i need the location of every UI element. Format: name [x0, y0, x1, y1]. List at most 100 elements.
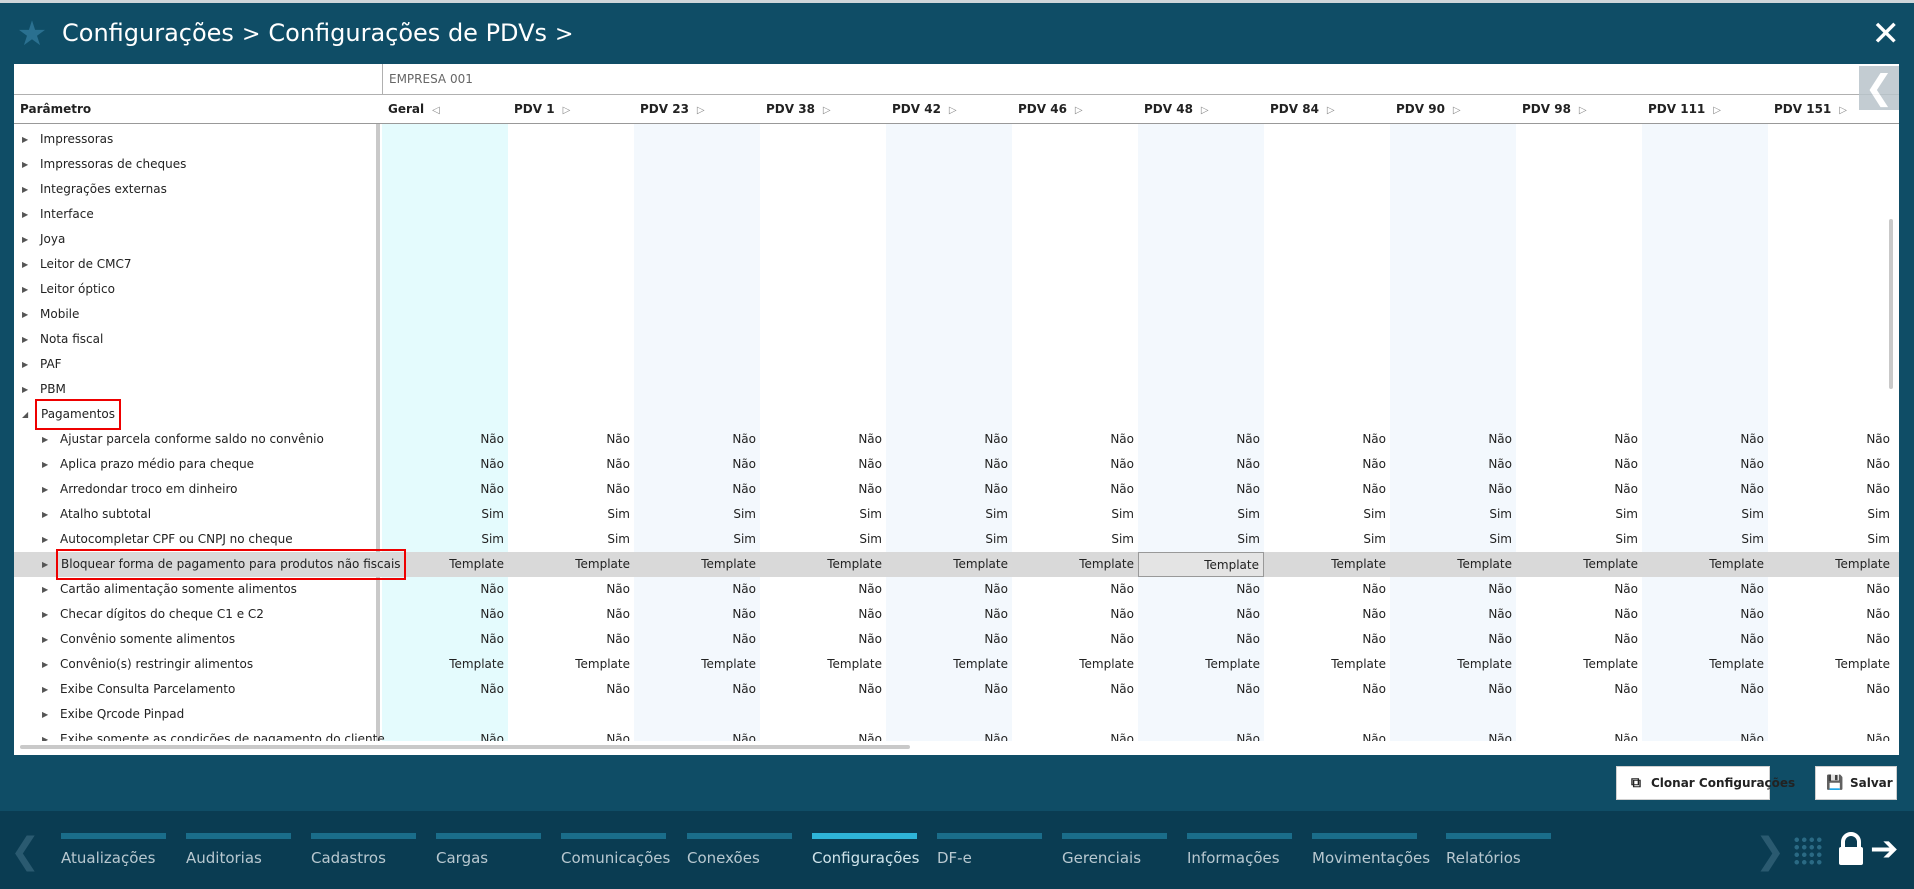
tree-group-row[interactable]: ▶ Interface: [14, 202, 1899, 227]
param-value-cell[interactable]: Não: [1236, 457, 1260, 471]
param-value-cell[interactable]: Não: [858, 732, 882, 741]
param-value-cell[interactable]: Template: [827, 657, 882, 671]
tree-group-row[interactable]: ◢ Pagamentos: [14, 399, 1899, 430]
param-value-cell[interactable]: Não: [984, 607, 1008, 621]
param-value-cell[interactable]: Não: [1866, 432, 1890, 446]
param-value-cell[interactable]: Sim: [1363, 507, 1386, 521]
param-value-cell[interactable]: Não: [1740, 682, 1764, 696]
param-row[interactable]: ▶ Arredondar troco em dinheiro Não Não Não Nã…: [14, 477, 1899, 502]
triangle-right-icon[interactable]: ▷: [1452, 105, 1461, 116]
param-value-cell[interactable]: Sim: [1615, 532, 1638, 546]
param-row[interactable]: ▶ Ajustar parcela conforme saldo no convê…: [14, 427, 1899, 452]
param-value-cell[interactable]: Não: [480, 732, 504, 741]
triangle-right-icon[interactable]: ▶: [42, 710, 49, 719]
param-value-cell[interactable]: Não: [1740, 632, 1764, 646]
param-value-cell[interactable]: Não: [858, 632, 882, 646]
param-value-cell[interactable]: Não: [1362, 432, 1386, 446]
triangle-right-icon[interactable]: ▶: [42, 660, 49, 669]
param-value-cell[interactable]: Não: [984, 732, 1008, 741]
param-value-cell[interactable]: Não: [1740, 732, 1764, 741]
triangle-right-icon[interactable]: ▶: [42, 510, 49, 519]
triangle-down-icon[interactable]: ◢: [22, 410, 29, 419]
param-value-cell[interactable]: Sim: [481, 507, 504, 521]
param-value-cell[interactable]: Não: [480, 582, 504, 596]
triangle-right-icon[interactable]: ▶: [22, 185, 29, 194]
param-value-cell[interactable]: Não: [1236, 682, 1260, 696]
param-value-cell[interactable]: Não: [1362, 457, 1386, 471]
param-value-cell[interactable]: Não: [1866, 682, 1890, 696]
tree-group-row[interactable]: ▶ PAF: [14, 352, 1899, 377]
param-value-cell[interactable]: Não: [1362, 482, 1386, 496]
triangle-right-icon[interactable]: ▶: [22, 260, 29, 269]
param-value-cell[interactable]: Sim: [859, 507, 882, 521]
horizontal-scrollbar[interactable]: [20, 745, 910, 749]
param-value-cell[interactable]: Não: [1866, 582, 1890, 596]
param-value-cell[interactable]: Não: [1488, 632, 1512, 646]
triangle-right-icon[interactable]: ▷: [1713, 105, 1721, 116]
grid-icon[interactable]: [1793, 836, 1823, 866]
param-value-cell[interactable]: Não: [480, 432, 504, 446]
tree-group-row[interactable]: ▶ Impressoras de cheques: [14, 152, 1899, 177]
param-value-cell[interactable]: Template: [1583, 557, 1638, 571]
param-value-cell[interactable]: Não: [732, 482, 756, 496]
triangle-right-icon[interactable]: ▶: [42, 735, 49, 741]
param-value-cell[interactable]: Não: [1488, 682, 1512, 696]
triangle-right-icon[interactable]: ▷: [1074, 105, 1083, 116]
param-value-cell[interactable]: Não: [984, 432, 1008, 446]
nav-item-9[interactable]: Informações: [1187, 833, 1292, 883]
param-value-cell[interactable]: Não: [1866, 632, 1890, 646]
param-value-cell[interactable]: Não: [858, 432, 882, 446]
triangle-right-icon[interactable]: ▷: [1326, 105, 1335, 116]
nav-item-11[interactable]: Relatórios: [1446, 833, 1551, 883]
param-value-cell[interactable]: Template: [1709, 557, 1764, 571]
param-value-cell[interactable]: Não: [1740, 457, 1764, 471]
param-value-cell[interactable]: Template: [1331, 557, 1386, 571]
clone-config-button[interactable]: ⧉ Clonar Configurações: [1616, 766, 1795, 800]
param-value-cell[interactable]: Sim: [1741, 507, 1764, 521]
tree-group-row[interactable]: ▶ Nota fiscal: [14, 327, 1899, 352]
param-value-cell[interactable]: Não: [1236, 732, 1260, 741]
param-value-cell[interactable]: Não: [1866, 457, 1890, 471]
param-row[interactable]: ▶ Convênio somente alimentos Não Não Não Não N…: [14, 627, 1899, 652]
nav-item-1[interactable]: Auditorias: [186, 833, 291, 883]
param-value-cell[interactable]: Template: [1457, 557, 1512, 571]
param-value-cell[interactable]: Não: [1236, 482, 1260, 496]
param-value-cell[interactable]: Não: [480, 482, 504, 496]
param-value-cell[interactable]: Não: [606, 482, 630, 496]
param-value-cell[interactable]: Sim: [1489, 532, 1512, 546]
param-value-cell[interactable]: Sim: [985, 532, 1008, 546]
param-value-cell[interactable]: Não: [1110, 457, 1134, 471]
param-value-cell[interactable]: Template: [575, 657, 630, 671]
param-value-cell[interactable]: Não: [1740, 432, 1764, 446]
param-value-cell[interactable]: Não: [1362, 682, 1386, 696]
triangle-right-icon[interactable]: ▶: [22, 160, 29, 169]
param-value-cell[interactable]: Template: [1205, 657, 1260, 671]
param-value-cell[interactable]: Template: [1079, 557, 1134, 571]
column-header-pdv-151[interactable]: PDV 151 ▷: [1768, 95, 1894, 123]
param-value-cell[interactable]: Sim: [733, 507, 756, 521]
param-value-cell[interactable]: Não: [984, 482, 1008, 496]
column-header-pdv-46[interactable]: PDV 46 ▷: [1012, 95, 1138, 123]
triangle-right-icon[interactable]: ▶: [42, 485, 49, 494]
param-value-cell[interactable]: Template: [575, 557, 630, 571]
param-value-cell[interactable]: Sim: [1489, 507, 1512, 521]
param-value-cell[interactable]: Não: [480, 607, 504, 621]
param-value-cell[interactable]: Template: [1138, 552, 1264, 577]
param-value-cell[interactable]: Sim: [1363, 532, 1386, 546]
param-value-cell[interactable]: Não: [606, 607, 630, 621]
chevron-left-icon[interactable]: ❮: [1859, 66, 1899, 110]
param-value-cell[interactable]: Não: [1488, 432, 1512, 446]
param-value-cell[interactable]: Não: [1614, 607, 1638, 621]
param-value-cell[interactable]: Não: [1740, 607, 1764, 621]
param-value-cell[interactable]: Não: [606, 732, 630, 741]
tree-group-row[interactable]: ▶ Mobile: [14, 302, 1899, 327]
param-value-cell[interactable]: Sim: [1741, 532, 1764, 546]
nav-item-4[interactable]: Comunicações: [561, 833, 670, 883]
param-value-cell[interactable]: Não: [984, 632, 1008, 646]
param-value-cell[interactable]: Não: [1110, 482, 1134, 496]
triangle-right-icon[interactable]: ▶: [42, 560, 49, 569]
param-value-cell[interactable]: Template: [1709, 657, 1764, 671]
param-value-cell[interactable]: Não: [480, 457, 504, 471]
tree-group-row[interactable]: ▶ PBM: [14, 377, 1899, 402]
tree-group-row[interactable]: ▶ Leitor óptico: [14, 277, 1899, 302]
